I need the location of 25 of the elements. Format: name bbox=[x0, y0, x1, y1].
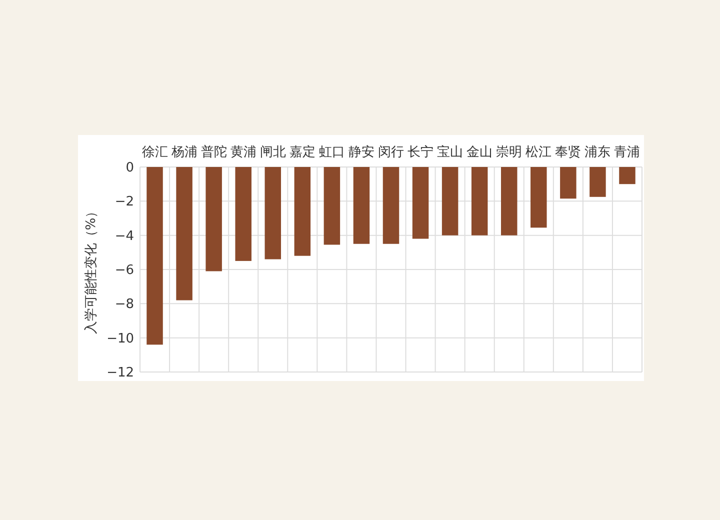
x-tick-label: 金山 bbox=[466, 145, 493, 160]
x-tick-label: 虹口 bbox=[318, 145, 345, 160]
y-tick-label: −2 bbox=[114, 194, 134, 210]
y-tick-label: −4 bbox=[114, 228, 134, 244]
x-tick-label: 黄浦 bbox=[230, 145, 256, 160]
x-tick-label: 青浦 bbox=[614, 145, 640, 160]
y-tick-label: −12 bbox=[106, 366, 134, 381]
x-tick-label: 崇明 bbox=[496, 145, 522, 160]
x-tick-label: 长宁 bbox=[408, 144, 434, 160]
x-tick-label: 徐汇 bbox=[142, 145, 168, 160]
x-tick-label: 浦东 bbox=[584, 145, 611, 160]
y-tick-label: 0 bbox=[126, 160, 134, 176]
y-tick-label: −6 bbox=[114, 263, 134, 278]
x-tick-label: 杨浦 bbox=[170, 145, 198, 160]
y-tick-label: −8 bbox=[114, 297, 134, 312]
x-tick-label: 闸北 bbox=[260, 145, 286, 160]
x-tick-label: 普陀 bbox=[200, 144, 227, 160]
x-tick-label: 静安 bbox=[348, 144, 374, 160]
x-tick-label: 奉贤 bbox=[555, 145, 582, 160]
x-tick-label: 闵行 bbox=[378, 145, 404, 160]
x-tick-label: 宝山 bbox=[437, 144, 464, 160]
y-tick-label: −10 bbox=[106, 331, 134, 346]
y-axis-title: 入学可能性变化（%） bbox=[84, 204, 99, 334]
x-tick-label: 松江 bbox=[526, 145, 552, 160]
x-tick-label: 嘉定 bbox=[289, 145, 316, 160]
